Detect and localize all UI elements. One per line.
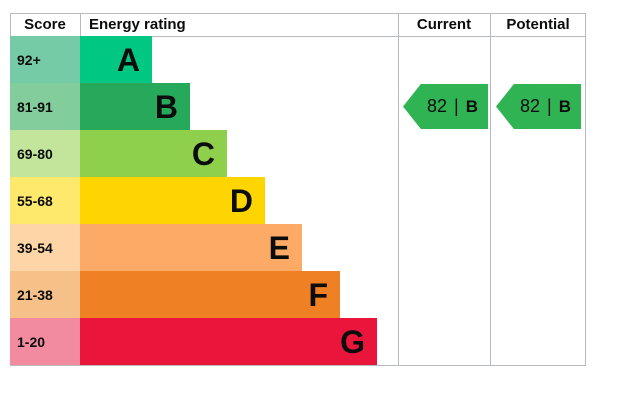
header-score: Score bbox=[24, 16, 66, 33]
band-letter: B bbox=[154, 88, 178, 125]
band-letter: G bbox=[340, 323, 365, 360]
band-bar-e: E bbox=[80, 224, 302, 271]
band-score-range: 1-20 bbox=[10, 318, 80, 365]
band-score-range: 92+ bbox=[10, 36, 80, 83]
band-bar-d: D bbox=[80, 177, 265, 224]
band-score-range: 69-80 bbox=[10, 130, 80, 177]
band-letter: D bbox=[229, 182, 253, 219]
band-bar-b: B bbox=[80, 83, 190, 130]
band-score-range: 21-38 bbox=[10, 271, 80, 318]
score-column-divider bbox=[80, 13, 81, 36]
band-bar-f: F bbox=[80, 271, 340, 318]
badge-divider: | bbox=[454, 96, 459, 116]
current-rating-letter: B bbox=[465, 96, 478, 116]
band-row-a: 92+ A bbox=[10, 36, 586, 83]
band-score-range: 55-68 bbox=[10, 177, 80, 224]
band-row-g: 1-20 G bbox=[10, 318, 586, 365]
table-bottom-border bbox=[10, 365, 586, 366]
header-potential: Potential bbox=[506, 16, 570, 33]
band-bar-g: G bbox=[80, 318, 377, 365]
potential-column-divider bbox=[490, 13, 491, 366]
band-row-f: 21-38 F bbox=[10, 271, 586, 318]
current-score-value: 82 bbox=[427, 96, 448, 116]
band-row-e: 39-54 E bbox=[10, 224, 586, 271]
band-letter: E bbox=[268, 229, 290, 266]
band-letter: F bbox=[308, 276, 328, 313]
potential-rating-arrow-badge: 82 | B bbox=[496, 84, 581, 129]
header-bottom-border bbox=[10, 36, 586, 37]
table-right-border bbox=[585, 13, 586, 366]
table-top-border bbox=[10, 13, 586, 14]
band-row-c: 69-80 C bbox=[10, 130, 586, 177]
band-score-range: 39-54 bbox=[10, 224, 80, 271]
band-row-b: 81-91 B bbox=[10, 83, 586, 130]
table-header-row: Score Energy rating Current Potential bbox=[10, 13, 586, 36]
table-left-border bbox=[10, 13, 11, 36]
header-current: Current bbox=[416, 16, 472, 33]
band-letter: A bbox=[116, 41, 140, 78]
potential-score-value: 82 bbox=[520, 96, 541, 116]
current-rating-arrow-badge: 82 | B bbox=[403, 84, 488, 129]
band-row-d: 55-68 D bbox=[10, 177, 586, 224]
header-energy-rating: Energy rating bbox=[89, 16, 186, 33]
potential-rating-letter: B bbox=[558, 96, 571, 116]
band-letter: C bbox=[191, 135, 215, 172]
band-score-range: 81-91 bbox=[10, 83, 80, 130]
badge-divider: | bbox=[547, 96, 552, 116]
band-bar-c: C bbox=[80, 130, 227, 177]
band-bar-a: A bbox=[80, 36, 152, 83]
current-column-divider bbox=[398, 13, 399, 366]
rating-bands: 92+ A 81-91 B 69-80 C 55-68 D 39-54 bbox=[10, 36, 586, 365]
